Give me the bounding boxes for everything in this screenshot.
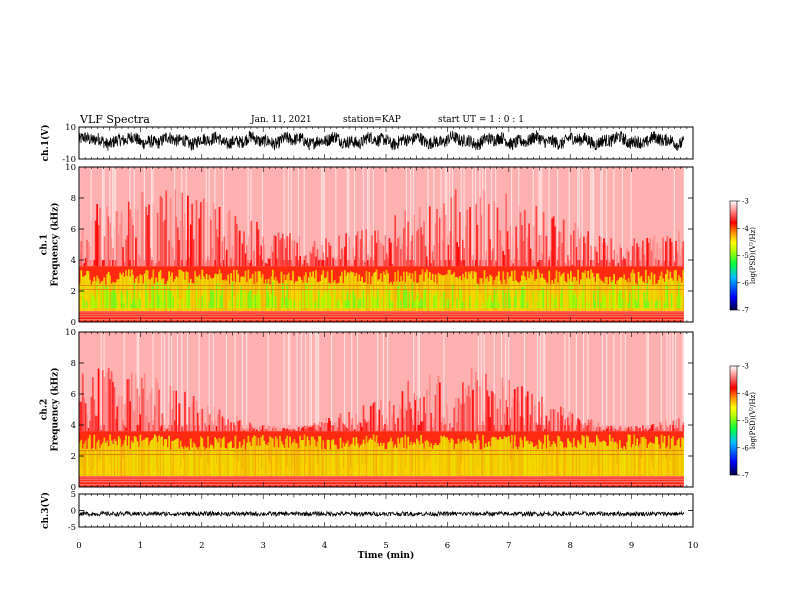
time-tick-label: 3 — [260, 541, 265, 551]
time-tick-label: 7 — [506, 541, 511, 551]
ch1-colorbar-tick-label: -5 — [742, 252, 749, 260]
chart-title: VLF Spectra — [80, 113, 150, 126]
ch2-spectrogram-ytick-label: 4 — [71, 421, 76, 431]
time-tick-label: 8 — [567, 541, 572, 551]
time-tick-label: 9 — [629, 541, 634, 551]
ch1-waveform-line — [78, 130, 685, 151]
ch1-waveform-ylabel: ch.1(V) — [40, 125, 51, 162]
ch1-colorbar: -3 -4 -5 -6 -7 log(PSD)(V²/Hz) — [729, 198, 757, 315]
ch1-colorbar-tick-label: -3 — [742, 198, 749, 206]
ch2-colorbar-tick-label: -6 — [742, 444, 749, 452]
ch1-spectrogram-ytick-label: 6 — [71, 225, 76, 235]
time-tick-label: 2 — [199, 541, 204, 551]
ch2-spectrogram-ytick-label: 10 — [65, 328, 76, 338]
ch2-colorbar-tick-label: -3 — [742, 363, 749, 371]
ch2-spectrogram-ytick-label: 8 — [71, 359, 76, 369]
ch1-colorbar-label: log(PSD)(V²/Hz) — [749, 227, 757, 284]
ch1-colorbar-tick-label: -4 — [742, 225, 749, 233]
time-tick-label: 10 — [688, 541, 699, 551]
ch3-waveform-ytick-label: -5 — [68, 523, 76, 533]
ch1-waveform-ytick-label: 10 — [65, 123, 76, 133]
time-tick-label: 5 — [383, 541, 388, 551]
time-axis-label: Time (min) — [358, 550, 415, 561]
ch1-colorbar-gradient — [729, 200, 738, 311]
ch2-spectrogram-ytick-label: 2 — [71, 452, 76, 462]
ch3-waveform-line — [78, 510, 685, 518]
ch1-waveform-panel: 10 -10 ch.1(V) — [40, 123, 694, 165]
ch1-spectrogram-ytick-label: 2 — [71, 287, 76, 297]
ch1-waveform-ytick-label: -10 — [62, 155, 76, 165]
ch1-spectrogram-ytick-label: 0 — [71, 318, 76, 328]
ch3-waveform-panel: 5 0 -5 ch.3(V) — [40, 490, 694, 533]
ch2-colorbar-tick-label: -4 — [742, 390, 749, 398]
ch3-waveform-ylabel: ch.3(V) — [40, 492, 51, 529]
time-axis: 0 1 2 3 4 5 6 7 8 9 10 Time (min) — [76, 541, 698, 561]
time-tick-label: 4 — [322, 541, 327, 551]
time-tick-label: 0 — [76, 541, 81, 551]
ch1-colorbar-tick-label: -7 — [742, 307, 749, 315]
ch1-spectrogram-ytick-label: 10 — [65, 163, 76, 173]
time-tick-label: 1 — [138, 541, 143, 551]
ch2-spectrogram-ytick-label: 6 — [71, 390, 76, 400]
ch2-colorbar-tick-label: -7 — [742, 472, 749, 480]
ch2-colorbar-label: log(PSD)(V²/Hz) — [749, 392, 757, 449]
ch3-waveform-ytick-label: 0 — [71, 507, 76, 517]
ch2-spectrogram-panel: 0 2 4 6 8 10 ch.2Frequency (kHz) — [40, 328, 694, 493]
ch2-colorbar-tick-label: -5 — [742, 417, 749, 425]
ch1-colorbar-tick-label: -6 — [742, 279, 749, 287]
ch2-spectrogram-ylabel: ch.2Frequency (kHz) — [40, 367, 61, 451]
ch1-spectrogram-ytick-label: 4 — [71, 256, 76, 266]
start-time-label: start UT = 1 : 0 : 1 — [438, 115, 524, 125]
ch1-spectrogram-panel: 0 2 4 6 8 10 ch.1Frequency (kHz) — [40, 163, 694, 328]
time-tick-label: 6 — [445, 541, 450, 551]
ch3-waveform-ytick-label: 5 — [71, 490, 76, 500]
ch2-spectrogram-ytick-label: 0 — [71, 483, 76, 493]
station-label: station=KAP — [343, 115, 401, 125]
ch1-spectrogram-ytick-label: 8 — [71, 194, 76, 204]
ch2-colorbar-gradient — [729, 365, 738, 476]
date-label: Jan. 11, 2021 — [251, 115, 312, 125]
ch2-colorbar: -3 -4 -5 -6 -7 log(PSD)(V²/Hz) — [729, 363, 757, 480]
ch1-spectrogram-ylabel: ch.1Frequency (kHz) — [40, 202, 61, 286]
